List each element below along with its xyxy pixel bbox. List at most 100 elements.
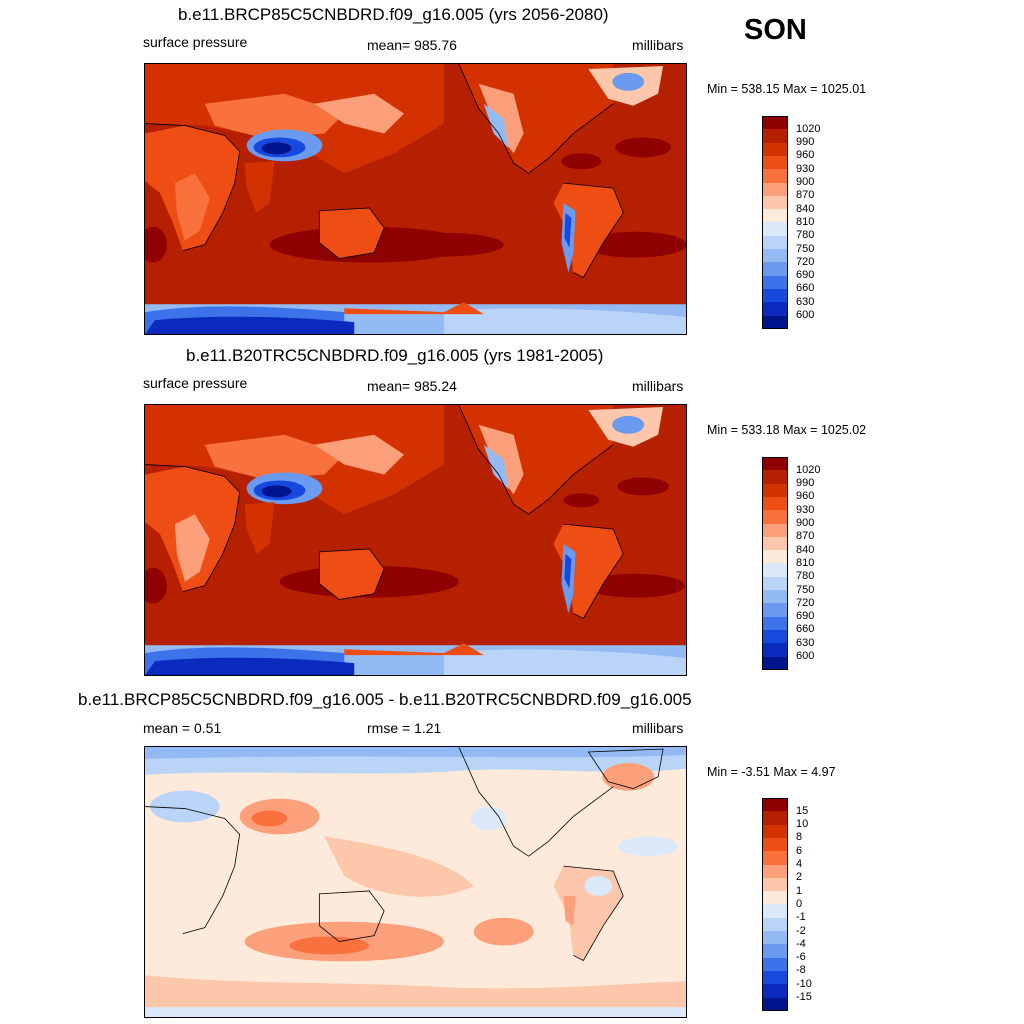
colorbar-swatch [762,142,788,157]
colorbar-tick-label: 10 [796,818,809,831]
colorbar-tick-label: 2 [796,871,803,884]
colorbar-swatch [762,262,788,277]
colorbar-tick-label: 780 [796,570,815,583]
colorbar-tick-label: 690 [796,610,815,623]
colorbar-swatch [762,811,788,826]
panel-2-units-label: millibars [632,378,684,394]
panel-3-title: b.e11.BRCP85C5CNBDRD.f09_g16.005 - b.e11… [78,690,692,709]
colorbar-tick-label: -10 [796,977,812,990]
colorbar-swatch [762,917,788,932]
colorbar-tick-label: 780 [796,229,815,242]
colorbar-tick-label: 870 [796,530,815,543]
panel-3-mean-label: mean = 0.51 [143,720,222,736]
panel-3-map [144,746,687,1018]
colorbar-swatch [762,616,788,631]
colorbar-tick-label: 600 [796,650,815,662]
colorbar-tick-label: 630 [796,295,815,308]
colorbar-tick-label: 1 [796,884,803,897]
colorbar-tick-label: 930 [796,162,815,175]
colorbar-swatch [762,155,788,170]
colorbar-tick-label: 990 [796,477,815,490]
colorbar-swatch [762,957,788,972]
colorbar-tick-label: 1020 [796,122,821,135]
colorbar-tick-label: 750 [796,242,815,255]
panel-1-title: b.e11.BRCP85C5CNBDRD.f09_g16.005 (yrs 20… [178,5,609,24]
colorbar-tick-label: 810 [796,556,815,569]
panel-2-title: b.e11.B20TRC5CNBDRD.f09_g16.005 (yrs 198… [186,346,604,365]
panel-3-map-plot [145,747,686,1017]
colorbar-tick-label: 15 [796,804,809,817]
colorbar-swatch [762,944,788,959]
panel-2-mean-label: mean= 985.24 [367,378,457,394]
colorbar-tick-label: -15 [796,991,812,1003]
colorbar-swatch [762,195,788,210]
colorbar-swatch [762,970,788,985]
panel-3-units-label: millibars [632,720,684,736]
colorbar-tick-label: 930 [796,503,815,516]
colorbar-tick-label: 8 [796,831,803,844]
colorbar-swatch [762,798,788,812]
colorbar-swatch [762,656,788,671]
colorbar-swatch [762,931,788,945]
panel-2-variable-label: surface pressure [143,375,248,391]
colorbar-swatch [762,851,788,865]
colorbar-swatch [762,629,788,644]
colorbar-tick-label: 720 [796,255,815,268]
colorbar-tick-label: 870 [796,189,815,202]
panel-3-minmax: Min = -3.51 Max = 4.97 [707,765,836,779]
colorbar-tick-label: 840 [796,543,815,556]
panel-3-rmse-label: rmse = 1.21 [367,720,442,736]
colorbar-swatch [762,275,788,290]
colorbar-swatch [762,603,788,618]
colorbar-swatch [762,169,788,183]
colorbar-swatch [762,483,788,498]
colorbar-tick-label: 960 [796,490,815,503]
colorbar-swatch [762,116,788,130]
panel-1-mean-label: mean= 985.76 [367,37,457,53]
colorbar-tick-label: 900 [796,517,815,529]
colorbar-swatch [762,997,788,1012]
panel-1-minmax: Min = 538.15 Max = 1025.01 [707,82,867,96]
colorbar-tick-label: -4 [796,937,806,950]
colorbar-tick-label: 630 [796,636,815,649]
colorbar-swatch [762,302,788,316]
colorbar-tick-label: 6 [796,844,803,857]
colorbar-swatch [762,984,788,998]
panel-3-colorbar: 15 10 8 6 4 2 1 0 -1 -2 -4 -6 -8 -10 -15 [762,798,812,1012]
panel-1-colorbar: 1020 990 960 930 900 870 840 810 780 750 720 690 660… [762,116,820,330]
colorbar-swatch [762,523,788,538]
colorbar-swatch [762,891,788,905]
colorbar-swatch [762,496,788,511]
colorbar-swatch [762,235,788,250]
colorbar-tick-label: 900 [796,176,815,188]
colorbar-tick-label: 720 [796,596,815,609]
colorbar-swatch [762,563,788,578]
colorbar-swatch [762,470,788,485]
colorbar-tick-label: -8 [796,964,806,977]
colorbar-tick-label: 4 [796,858,803,870]
colorbar-swatch [762,643,788,657]
panel-2-minmax: Min = 533.18 Max = 1025.02 [707,423,867,437]
colorbar-swatch [762,904,788,919]
colorbar-tick-label: 660 [796,623,815,636]
colorbar-tick-label: 1020 [796,463,821,476]
colorbar-swatch [762,864,788,879]
colorbar-swatch [762,837,788,852]
colorbar-swatch [762,182,788,197]
colorbar-swatch [762,510,788,524]
colorbar-swatch [762,877,788,892]
colorbar-swatch [762,550,788,564]
colorbar-swatch [762,129,788,144]
colorbar-swatch [762,209,788,223]
colorbar-swatch [762,590,788,604]
panel-2-map [144,404,687,676]
colorbar-tick-label: 600 [796,309,815,321]
colorbar-swatch [762,288,788,303]
colorbar-tick-label: 810 [796,215,815,228]
colorbar-swatch [762,457,788,471]
colorbar-tick-label: -6 [796,951,806,964]
colorbar-swatch [762,249,788,263]
colorbar-tick-label: 990 [796,136,815,149]
colorbar-tick-label: 0 [796,897,803,910]
colorbar-tick-label: 690 [796,269,815,282]
